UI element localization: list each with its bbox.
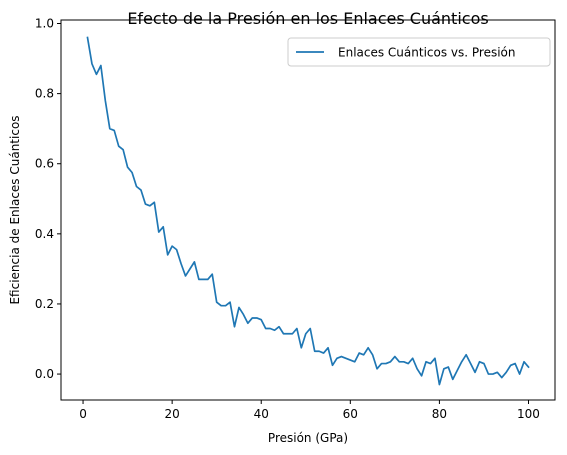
x-axis-label: Presión (GPa) (268, 431, 348, 445)
x-tick-label: 60 (343, 407, 358, 421)
x-tick-label: 20 (164, 407, 179, 421)
x-tick-label: 100 (517, 407, 540, 421)
legend-box (287, 37, 551, 67)
legend: Enlaces Cuánticos vs. Presión (287, 37, 551, 67)
plot-area (60, 19, 556, 401)
y-axis-ticks: 0.0 0.2 0.4 0.6 0.8 1.0 (35, 17, 61, 381)
y-tick-label: 1.0 (35, 17, 54, 31)
legend-label: Enlaces Cuánticos vs. Presión (338, 46, 516, 60)
y-axis-label: Eficiencia de Enlaces Cuánticos (8, 115, 22, 304)
y-tick-label: 0.0 (35, 367, 54, 381)
series-layer (86, 36, 530, 386)
series-line (86, 36, 530, 386)
chart-title: Efecto de la Presión en los Enlaces Cuán… (127, 9, 488, 28)
x-tick-label: 40 (254, 407, 269, 421)
y-tick-label: 0.2 (35, 297, 54, 311)
x-axis-ticks: 0 20 40 60 80 100 (79, 400, 540, 421)
y-tick-label: 0.6 (35, 157, 54, 171)
x-tick-label: 0 (79, 407, 87, 421)
y-tick-label: 0.4 (35, 227, 54, 241)
plot-frame (60, 19, 556, 401)
y-tick-label: 0.8 (35, 87, 54, 101)
x-tick-label: 80 (432, 407, 447, 421)
